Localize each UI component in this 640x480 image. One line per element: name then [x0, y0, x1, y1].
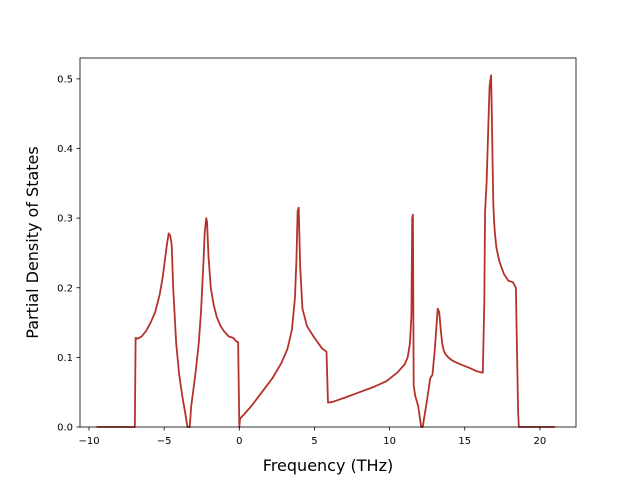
x-axis-ticks: −10 −5 0 5 10 15 20 — [78, 427, 546, 447]
axes-frame — [79, 57, 577, 428]
x-tick-label: 5 — [311, 436, 317, 447]
x-tick-label: −5 — [157, 436, 172, 447]
x-tick-label: 20 — [534, 436, 547, 447]
x-axis-label: Frequency (THz) — [263, 456, 393, 475]
x-tick-label: 15 — [458, 436, 471, 447]
x-tick-label: −10 — [78, 436, 99, 447]
plot-area — [96, 74, 555, 428]
y-axis-label: Partial Density of States — [23, 146, 42, 338]
y-tick-label: 0.5 — [57, 74, 73, 85]
y-axis-ticks: 0.0 0.1 0.2 0.3 0.4 0.5 — [57, 74, 80, 434]
y-tick-label: 0.3 — [57, 214, 73, 225]
y-tick-label: 0.1 — [57, 353, 73, 364]
y-tick-label: 0.0 — [57, 423, 73, 434]
x-tick-label: 0 — [236, 436, 242, 447]
y-tick-label: 0.2 — [57, 283, 73, 294]
y-tick-label: 0.4 — [57, 144, 73, 155]
pdos-series-line-0 — [96, 74, 555, 428]
x-tick-label: 10 — [383, 436, 396, 447]
